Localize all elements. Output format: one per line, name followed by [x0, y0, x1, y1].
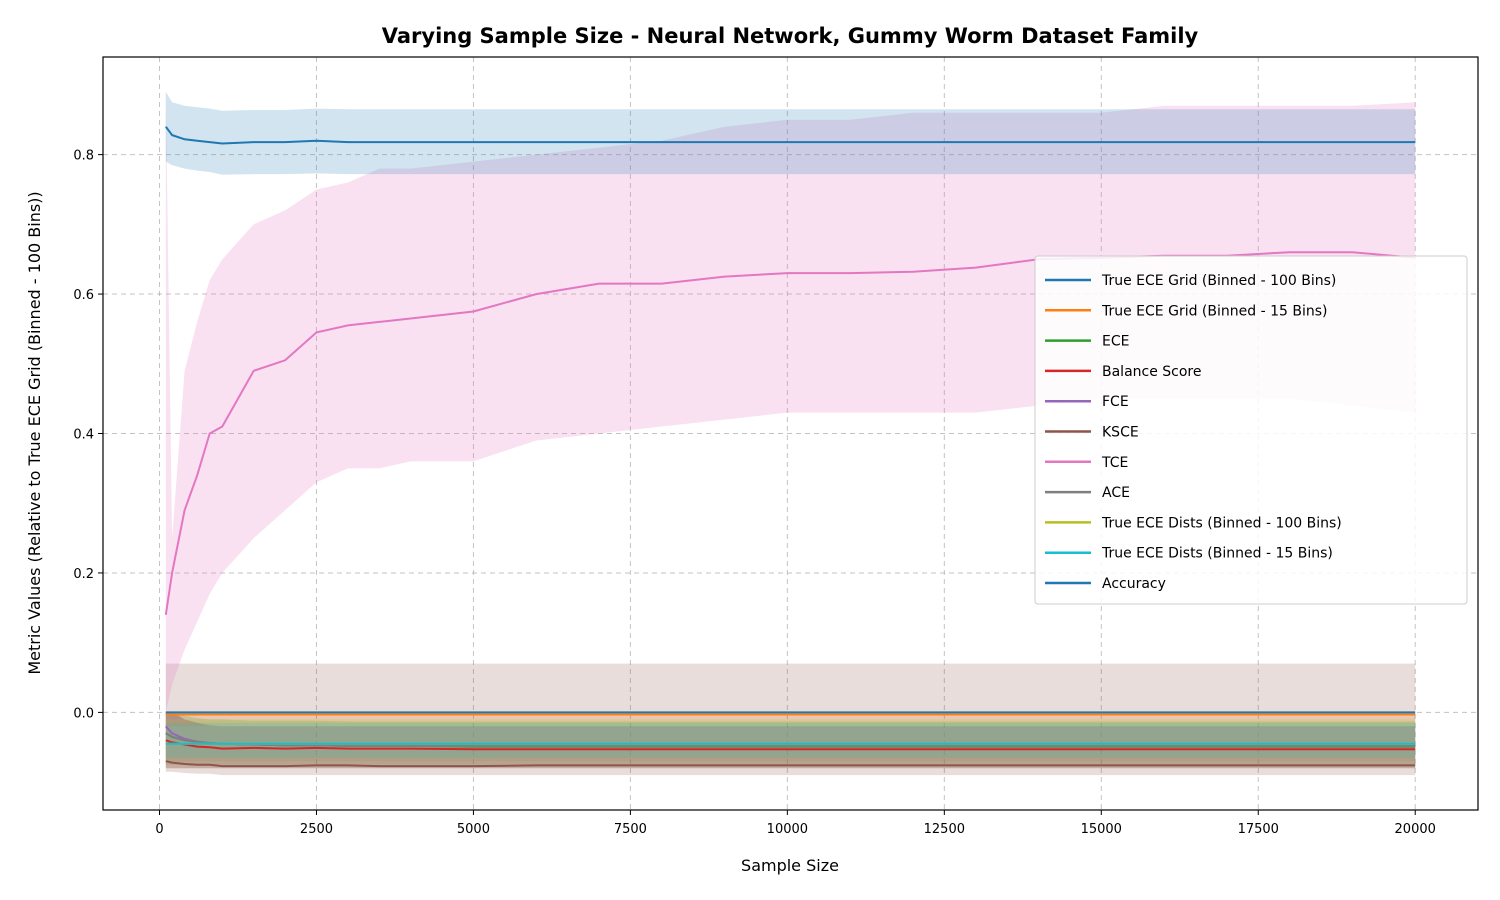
x-tick-label-5: 12500 [924, 822, 965, 837]
legend-label-0: True ECE Grid (Binned - 100 Bins) [1101, 273, 1336, 289]
x-tick-label-7: 17500 [1238, 822, 1279, 837]
legend: True ECE Grid (Binned - 100 Bins) True EC… [1034, 255, 1468, 605]
band-series-2 [165, 712, 1416, 769]
legend-label-8: True ECE Dists (Binned - 100 Bins) [1101, 515, 1342, 531]
x-axis-label: Sample Size [741, 856, 839, 875]
band-series-10 [165, 91, 1416, 175]
legend-label-3: Balance Score [1102, 364, 1202, 380]
plot-area: 0 2500 5000 7500 10000 12500 15000 17500 20000 0.… [73, 56, 1479, 837]
line-series-5 [165, 760, 1416, 768]
band-series-6 [165, 91, 1416, 713]
x-tick-label-0: 0 [155, 822, 163, 837]
band-series-3 [165, 712, 1416, 769]
y-tick-label-0: 0.0 [73, 706, 94, 721]
legend-label-10: Accuracy [1102, 576, 1166, 592]
band-series-8 [165, 719, 1416, 762]
line-series-10 [165, 126, 1416, 145]
x-tick-label-1: 2500 [300, 822, 333, 837]
x-tick-label-2: 5000 [457, 822, 490, 837]
y-tick-label-2: 0.4 [73, 428, 94, 443]
x-tick-label-6: 15000 [1081, 822, 1122, 837]
legend-label-4: FCE [1102, 394, 1129, 410]
chart-title: Varying Sample Size - Neural Network, Gu… [382, 24, 1199, 48]
y-tick-label-4: 0.8 [73, 149, 94, 164]
legend-label-9: True ECE Dists (Binned - 15 Bins) [1101, 546, 1333, 562]
band-series-9 [165, 722, 1416, 758]
legend-label-1: True ECE Grid (Binned - 15 Bins) [1101, 303, 1327, 319]
legend-label-6: TCE [1101, 455, 1128, 471]
x-tick-label-8: 20000 [1395, 822, 1436, 837]
legend-label-7: ACE [1102, 485, 1130, 501]
y-tick-label-3: 0.6 [73, 288, 94, 303]
legend-box [1034, 255, 1468, 605]
band-series-1 [165, 712, 1416, 727]
y-axis-label: Metric Values (Relative to True ECE Grid… [25, 191, 44, 674]
legend-label-5: KSCE [1102, 425, 1139, 441]
y-tick-label-1: 0.2 [73, 567, 94, 582]
band-series-7 [165, 712, 1416, 765]
legend-label-2: ECE [1102, 334, 1129, 350]
x-tick-label-4: 10000 [767, 822, 808, 837]
x-tick-label-3: 7500 [614, 822, 647, 837]
line-series-3 [165, 739, 1416, 751]
